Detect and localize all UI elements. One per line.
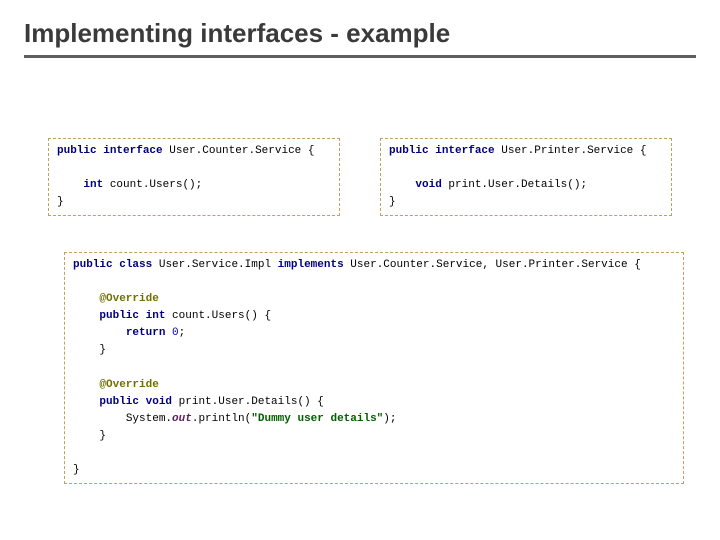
- m2: print.User.Details(): [179, 396, 311, 408]
- kw-void: void: [415, 179, 441, 191]
- kw-public: public: [99, 396, 139, 408]
- iface-name: User.Printer.Service: [501, 145, 633, 157]
- page-title: Implementing interfaces - example: [24, 18, 696, 58]
- comma: ,: [482, 259, 489, 271]
- if1: User.Counter.Service: [350, 259, 482, 271]
- kw-int: int: [146, 310, 166, 322]
- brace: {: [640, 145, 647, 157]
- brace: }: [389, 196, 396, 208]
- sys: System.: [126, 413, 172, 425]
- brace: {: [634, 259, 641, 271]
- kw-return: return: [126, 327, 166, 339]
- kw-public: public: [57, 145, 97, 157]
- zero: 0: [172, 327, 179, 339]
- kw-int: int: [83, 179, 103, 191]
- brace: {: [264, 310, 271, 322]
- interfaces-row: public interface User.Counter.Service { …: [48, 138, 672, 216]
- brace: }: [99, 430, 106, 442]
- if2: User.Printer.Service: [496, 259, 628, 271]
- kw-implements: implements: [278, 259, 344, 271]
- method: print.User.Details();: [448, 179, 587, 191]
- brace: }: [73, 464, 80, 476]
- m1: count.Users(): [172, 310, 258, 322]
- string-lit: "Dummy user details": [251, 413, 383, 425]
- kw-public: public: [389, 145, 429, 157]
- out-field: out: [172, 413, 192, 425]
- kw-public: public: [99, 310, 139, 322]
- kw-interface: interface: [435, 145, 494, 157]
- method: count.Users();: [110, 179, 202, 191]
- kw-interface: interface: [103, 145, 162, 157]
- codebox-right-interface: public interface User.Printer.Service { …: [380, 138, 672, 216]
- brace: }: [99, 344, 106, 356]
- brace: }: [57, 196, 64, 208]
- semi: ;: [179, 327, 186, 339]
- class-name: User.Service.Impl: [159, 259, 271, 271]
- annotation: @Override: [99, 379, 158, 391]
- kw-void: void: [146, 396, 172, 408]
- kw-class: class: [119, 259, 152, 271]
- close: );: [383, 413, 396, 425]
- brace: {: [308, 145, 315, 157]
- println: .println(: [192, 413, 251, 425]
- iface-name: User.Counter.Service: [169, 145, 301, 157]
- codebox-left-interface: public interface User.Counter.Service { …: [48, 138, 340, 216]
- annotation: @Override: [99, 293, 158, 305]
- slide: Implementing interfaces - example public…: [0, 0, 720, 540]
- codebox-impl-class: public class User.Service.Impl implement…: [64, 252, 684, 484]
- kw-public: public: [73, 259, 113, 271]
- brace: {: [317, 396, 324, 408]
